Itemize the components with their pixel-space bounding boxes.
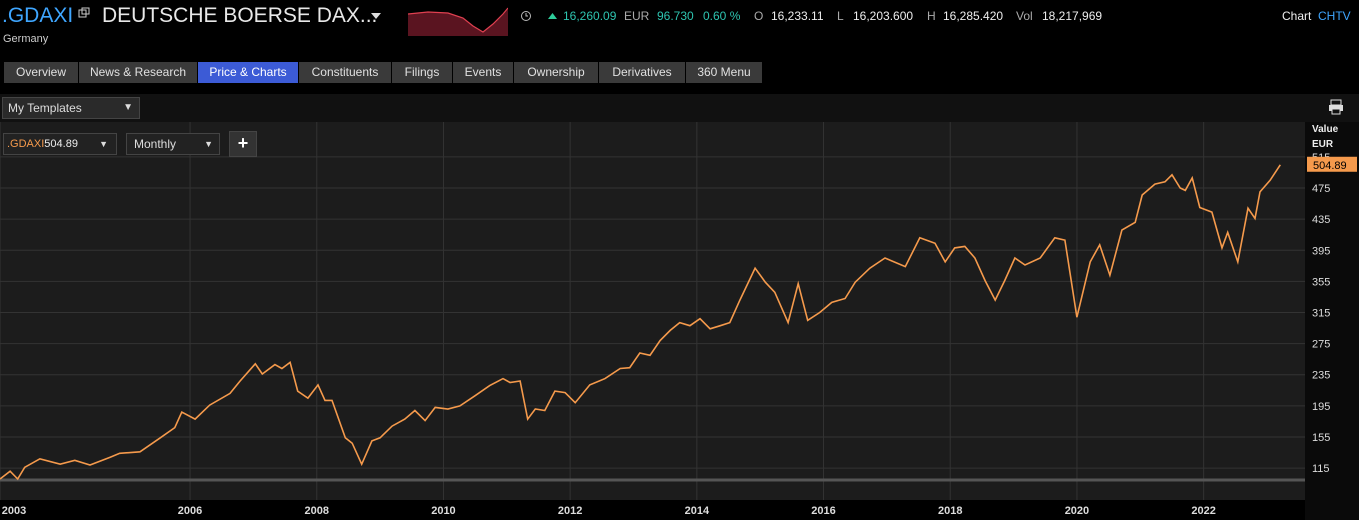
x-tick-label: 2022 xyxy=(1191,505,1215,517)
up-arrow xyxy=(548,13,557,19)
tab[interactable]: Overview xyxy=(4,62,78,83)
high: 16,285.420 xyxy=(943,9,1004,23)
x-tick-label: 2008 xyxy=(305,505,329,517)
low-label: L xyxy=(837,9,844,23)
caret: ▼ xyxy=(123,102,133,113)
popout-icon[interactable] xyxy=(78,7,90,19)
last-price: 16,260.09 xyxy=(563,9,617,23)
tab[interactable]: 360 Menu xyxy=(686,62,762,83)
y-axis-label: Value xyxy=(1312,124,1339,135)
instrument-selector[interactable]: .GDAXI504.89 ▼ xyxy=(3,133,117,155)
caret: ▼ xyxy=(204,139,213,149)
tab[interactable]: Constituents xyxy=(299,62,391,83)
open-label: O xyxy=(754,9,764,23)
print-icon[interactable] xyxy=(1327,98,1345,116)
instrument-ric: .GDAXI xyxy=(7,138,45,150)
y-tick-label: 355 xyxy=(1312,276,1330,288)
change: 96.730 xyxy=(657,9,694,23)
currency: EUR xyxy=(624,9,650,23)
vol: 18,217,969 xyxy=(1042,9,1103,23)
templates-label: My Templates xyxy=(8,101,82,115)
x-tick-label: 2012 xyxy=(558,505,582,517)
instrument-name: DEUTSCHE BOERSE DAX... xyxy=(102,4,378,27)
clock-icon xyxy=(521,11,531,21)
x-tick-label: 2014 xyxy=(685,505,710,517)
y-axis-panel xyxy=(1305,122,1359,520)
y-tick-label: 195 xyxy=(1312,401,1330,413)
y-tick-label: 275 xyxy=(1312,339,1330,351)
high-label: H xyxy=(927,9,936,23)
instrument-value: 504.89 xyxy=(44,138,78,150)
vol-label: Vol xyxy=(1016,9,1033,23)
add-button[interactable]: + xyxy=(229,131,257,157)
x-tick-label: 2016 xyxy=(811,505,835,517)
x-tick-label: 2020 xyxy=(1065,505,1089,517)
y-tick-label: 315 xyxy=(1312,308,1330,320)
chart-label: Chart xyxy=(1282,9,1312,23)
x-tick-label: 2006 xyxy=(178,505,202,517)
open: 16,233.11 xyxy=(771,9,824,23)
low: 16,203.600 xyxy=(853,9,914,23)
last-value-label: 504.89 xyxy=(1313,160,1347,172)
last-value-box xyxy=(1307,156,1357,172)
interval-label: Monthly xyxy=(134,137,177,151)
tab[interactable]: News & Research xyxy=(79,62,197,83)
tab[interactable]: Filings xyxy=(392,62,452,83)
sparkline xyxy=(408,7,508,36)
interval-selector[interactable]: Monthly ▼ xyxy=(126,133,220,155)
x-tick-label: 2010 xyxy=(431,505,455,517)
tab[interactable]: Derivatives xyxy=(599,62,685,83)
tab[interactable]: Ownership xyxy=(514,62,598,83)
tab[interactable]: Events xyxy=(453,62,513,83)
y-tick-label: 155 xyxy=(1312,432,1330,444)
plot-area xyxy=(0,122,1305,500)
x-tick-label: 2018 xyxy=(938,505,962,517)
chart-code[interactable]: CHTV xyxy=(1318,9,1351,23)
country: Germany xyxy=(3,33,49,45)
ric[interactable]: .GDAXI xyxy=(2,4,74,27)
price-line xyxy=(0,164,1281,481)
toolbar xyxy=(0,94,1359,122)
unit-bg xyxy=(1306,136,1356,152)
templates-dropdown[interactable]: My Templates ▼ xyxy=(2,97,140,119)
y-tick-label: 395 xyxy=(1312,245,1330,257)
y-tick-label: 475 xyxy=(1312,183,1330,195)
chart: 1151551952352753153553954354755152003200… xyxy=(0,122,1359,520)
x-tick-label: 2003 xyxy=(2,505,26,517)
y-tick-label: 435 xyxy=(1312,214,1330,226)
y-axis-unit: EUR xyxy=(1312,139,1334,150)
caret: ▼ xyxy=(99,139,108,149)
y-tick-label: 115 xyxy=(1312,463,1330,475)
change-pct: 0.60 % xyxy=(703,9,741,23)
tab[interactable]: Price & Charts xyxy=(198,62,298,83)
dropdown-icon[interactable] xyxy=(370,12,382,20)
y-tick-label: 235 xyxy=(1312,370,1330,382)
